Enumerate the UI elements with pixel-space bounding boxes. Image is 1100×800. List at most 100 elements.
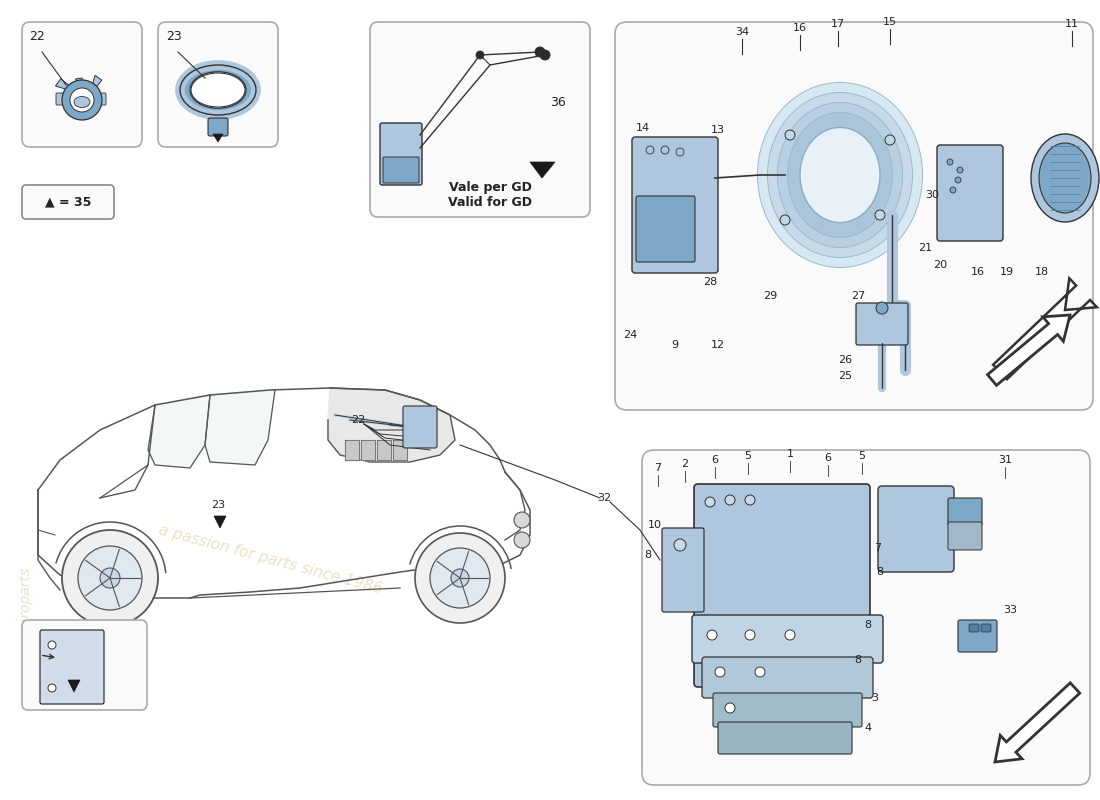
FancyBboxPatch shape [632,137,718,273]
Text: 30: 30 [925,190,939,200]
Text: 19: 19 [1000,267,1014,277]
Circle shape [674,539,686,551]
Text: 31: 31 [998,455,1012,465]
FancyBboxPatch shape [856,303,908,345]
Circle shape [430,548,490,608]
Circle shape [70,88,94,112]
Polygon shape [993,278,1097,379]
FancyBboxPatch shape [403,406,437,448]
Polygon shape [530,162,556,178]
Circle shape [725,703,735,713]
Text: 4: 4 [865,723,871,733]
FancyBboxPatch shape [208,118,228,136]
FancyBboxPatch shape [692,615,883,663]
Text: europarts: europarts [18,566,32,634]
Circle shape [514,532,530,548]
Circle shape [886,135,895,145]
Polygon shape [76,78,85,92]
Text: 7: 7 [654,463,661,473]
Text: 13: 13 [711,125,725,135]
FancyBboxPatch shape [948,522,982,550]
Text: 24: 24 [623,330,637,340]
Circle shape [715,667,725,677]
Circle shape [955,177,961,183]
Text: 5: 5 [745,451,751,461]
Polygon shape [214,516,225,528]
Text: ▲ = 35: ▲ = 35 [45,195,91,209]
Circle shape [646,146,654,154]
Circle shape [745,495,755,505]
Ellipse shape [800,127,880,222]
Text: 17: 17 [830,19,845,29]
FancyBboxPatch shape [22,620,147,710]
Text: 36: 36 [550,95,565,109]
Text: europarts
since 1986: europarts since 1986 [791,165,949,275]
Circle shape [540,50,550,60]
FancyBboxPatch shape [636,196,695,262]
Text: 5: 5 [858,451,866,461]
Polygon shape [68,680,80,692]
Polygon shape [148,395,210,468]
FancyBboxPatch shape [56,93,70,105]
FancyBboxPatch shape [937,145,1003,241]
FancyBboxPatch shape [969,624,979,632]
Polygon shape [393,440,407,460]
Circle shape [785,130,795,140]
Text: 14: 14 [636,123,650,133]
Circle shape [745,630,755,640]
Text: 8: 8 [865,620,871,630]
Ellipse shape [180,66,256,114]
Ellipse shape [1031,134,1099,222]
Circle shape [950,187,956,193]
Text: 23: 23 [211,500,226,510]
Text: 21: 21 [917,243,932,253]
Circle shape [947,159,953,165]
FancyBboxPatch shape [158,22,278,147]
Circle shape [707,630,717,640]
Text: 2: 2 [681,459,689,469]
Text: 23: 23 [166,30,182,42]
FancyBboxPatch shape [615,22,1093,410]
Circle shape [705,497,715,507]
Text: a passion for parts since 1986: a passion for parts since 1986 [156,523,384,597]
FancyBboxPatch shape [662,528,704,612]
Polygon shape [377,440,390,460]
Text: 11: 11 [1065,19,1079,29]
Text: 10: 10 [648,520,662,530]
Circle shape [476,51,484,59]
Polygon shape [89,75,102,96]
FancyBboxPatch shape [383,157,419,183]
Text: 8: 8 [877,567,883,577]
Circle shape [62,80,102,120]
Circle shape [514,512,530,528]
Text: 25: 25 [838,371,853,381]
Circle shape [725,495,735,505]
Ellipse shape [788,113,892,238]
Text: 22: 22 [29,30,45,42]
FancyBboxPatch shape [379,123,422,185]
FancyBboxPatch shape [702,657,873,698]
Circle shape [415,533,505,623]
Circle shape [957,167,962,173]
FancyBboxPatch shape [22,22,142,147]
Ellipse shape [1040,143,1091,213]
Circle shape [676,148,684,156]
Polygon shape [328,388,455,462]
FancyBboxPatch shape [718,722,852,754]
FancyBboxPatch shape [370,22,590,217]
Circle shape [535,47,544,57]
FancyBboxPatch shape [958,620,997,652]
FancyBboxPatch shape [948,498,982,526]
Ellipse shape [778,102,902,247]
FancyBboxPatch shape [92,93,106,105]
FancyBboxPatch shape [694,484,870,687]
Polygon shape [213,134,223,142]
Text: 18: 18 [1035,267,1049,277]
Circle shape [78,546,142,610]
Text: 8: 8 [645,550,651,560]
Text: 26: 26 [838,355,853,365]
Text: 33: 33 [1003,605,1018,615]
Ellipse shape [768,93,913,258]
Circle shape [661,146,669,154]
Text: Valid for GD: Valid for GD [448,197,532,210]
